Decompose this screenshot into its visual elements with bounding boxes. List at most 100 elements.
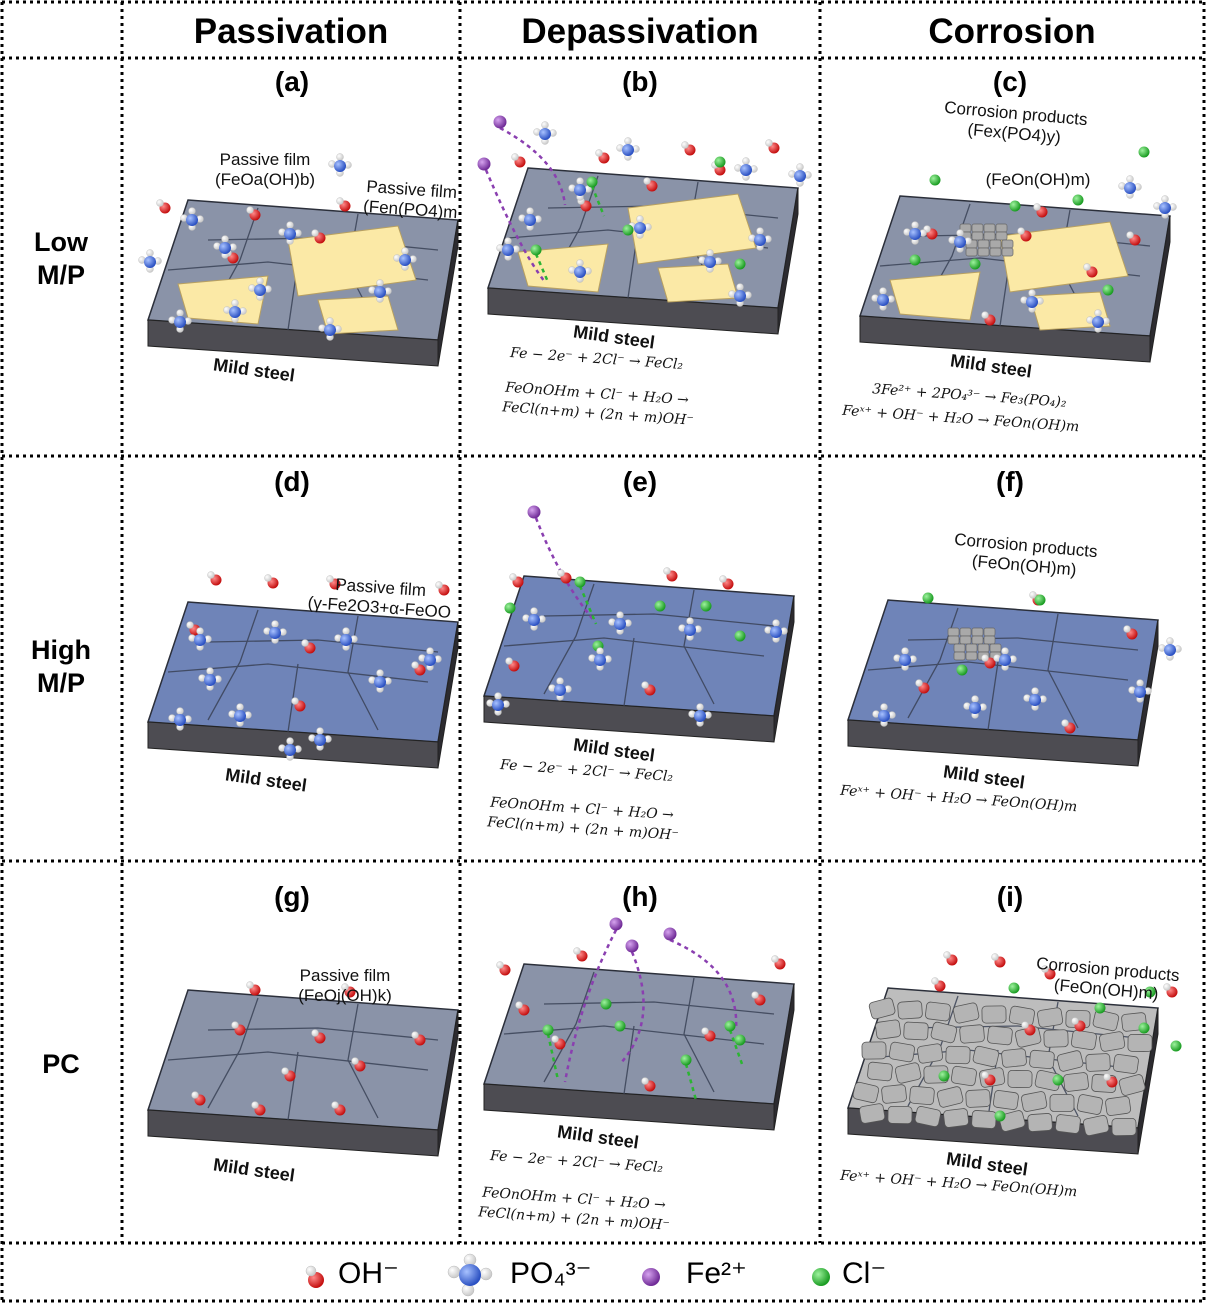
po4-ion-icon — [1020, 289, 1044, 313]
hydrogen-atom — [991, 953, 999, 961]
po4-ion-icon — [533, 121, 557, 145]
po4-ion-icon — [1023, 687, 1047, 711]
po4-ion-icon — [180, 207, 204, 231]
oxygen-atom — [316, 727, 324, 735]
oh-ion-icon — [981, 311, 996, 326]
po4-ion-icon — [318, 317, 342, 341]
oxygen-atom — [376, 669, 384, 677]
product-chunk — [971, 223, 984, 233]
cl-attack-path — [534, 253, 550, 283]
oxygen-atom — [1166, 637, 1174, 645]
oh-ion-icon — [663, 567, 678, 582]
po4-ion-icon — [1128, 679, 1152, 703]
product-chunk — [1092, 1009, 1120, 1032]
phosphorus-atom — [284, 228, 296, 240]
hydrogen-atom — [915, 679, 923, 687]
phosphorus-atom — [574, 184, 586, 196]
po4-ion-icon — [308, 727, 332, 751]
phosphorus-atom — [878, 710, 890, 722]
steel-block-a — [146, 199, 459, 367]
fe-release-path — [619, 951, 645, 1065]
oh-ion-icon — [191, 1091, 206, 1106]
phosphorus-atom — [770, 626, 782, 638]
po4-ion-icon — [788, 163, 812, 187]
hydrogen-atom — [264, 574, 272, 582]
row-label-pc: PC — [42, 1049, 80, 1079]
annotation-a1-line2: (FeOa(OH)b) — [214, 170, 316, 189]
product-chunk — [881, 1084, 907, 1104]
header-corrosion: Corrosion — [928, 12, 1096, 51]
panel-label-h: (h) — [622, 881, 658, 912]
product-chunk — [888, 1041, 915, 1063]
po4-ion-icon — [588, 647, 612, 671]
product-chunk — [917, 1043, 944, 1064]
product-chunk — [1029, 1049, 1055, 1070]
phosphorus-atom — [899, 654, 911, 666]
corrosion-product-layer — [852, 997, 1153, 1137]
cl-ion-icon — [1034, 594, 1046, 606]
steel-block-f — [846, 599, 1159, 767]
product-chunk — [894, 1062, 922, 1084]
hydrogen-atom — [765, 139, 773, 147]
steel-blocks — [146, 167, 1171, 1157]
cl-ion-icon — [680, 1054, 692, 1066]
oh-ion-icon — [496, 961, 511, 976]
cl-ion-icon — [938, 1070, 950, 1082]
oh-ion-icon — [411, 661, 426, 676]
fe-ion-icon — [493, 115, 507, 129]
steel-block-c — [858, 195, 1171, 363]
hydrogen-atom — [251, 1101, 259, 1109]
oxygen-atom — [686, 617, 694, 625]
hydrogen-atom — [751, 991, 759, 999]
hydrogen-atom — [231, 1021, 239, 1029]
po4-ion-icon — [548, 677, 572, 701]
oxygen-atom — [880, 703, 888, 711]
panel-label-a: (a) — [274, 66, 310, 97]
cl-ion-icon — [929, 174, 941, 186]
oxygen-atom — [879, 287, 887, 295]
phosphorus-atom — [502, 244, 514, 256]
phosphorus-atom — [574, 266, 586, 278]
product-chunk — [959, 627, 972, 637]
oh-ion-icon — [765, 139, 780, 154]
product-chunk — [1105, 1096, 1132, 1116]
product-chunk — [995, 223, 1008, 233]
oxygen-atom — [176, 707, 184, 715]
oh-ion-icon — [557, 569, 572, 584]
cl-ion-icon — [574, 576, 586, 588]
hydrogen-atom — [1123, 625, 1131, 633]
row-label-high-mp: High M/P — [0, 634, 122, 700]
oxygen-atom — [696, 703, 704, 711]
cl-ion-icon — [504, 602, 516, 614]
phosphorus-atom — [1092, 316, 1104, 328]
phosphorus-atom — [204, 674, 216, 686]
oxygen-atom — [796, 163, 804, 171]
hydrogen-atom — [291, 697, 299, 705]
hydrogen-atom — [351, 1057, 359, 1065]
oxygen-atom — [576, 177, 584, 185]
product-chunk — [861, 1041, 887, 1060]
row-label-low-line1: Low — [34, 227, 88, 257]
oxygen-atom — [1094, 309, 1102, 317]
cl-attack-path — [578, 585, 598, 625]
cl-ion-icon — [1008, 982, 1020, 994]
product-chunk — [952, 1002, 980, 1024]
steel-block-g — [146, 989, 459, 1157]
oh-ion-icon — [931, 977, 946, 992]
oxygen-atom — [1031, 687, 1039, 695]
product-chunk — [1055, 1114, 1081, 1134]
hydrogen-atom — [207, 571, 215, 579]
product-chunk — [965, 247, 978, 257]
hydrogen-atom — [509, 573, 517, 581]
ion-paths — [484, 126, 744, 1101]
po4-ion-icon — [748, 227, 772, 251]
product-chunk — [953, 651, 966, 661]
hydrogen-atom — [551, 1035, 559, 1043]
po4-ion-icon — [496, 237, 520, 261]
grain-boundaries — [167, 609, 439, 733]
hydrogen-atom — [1061, 719, 1069, 727]
cl-ion-icon — [542, 1024, 554, 1036]
block-side-face — [437, 219, 459, 367]
product-chunk — [1082, 1115, 1110, 1136]
oxygen-atom — [706, 249, 714, 257]
